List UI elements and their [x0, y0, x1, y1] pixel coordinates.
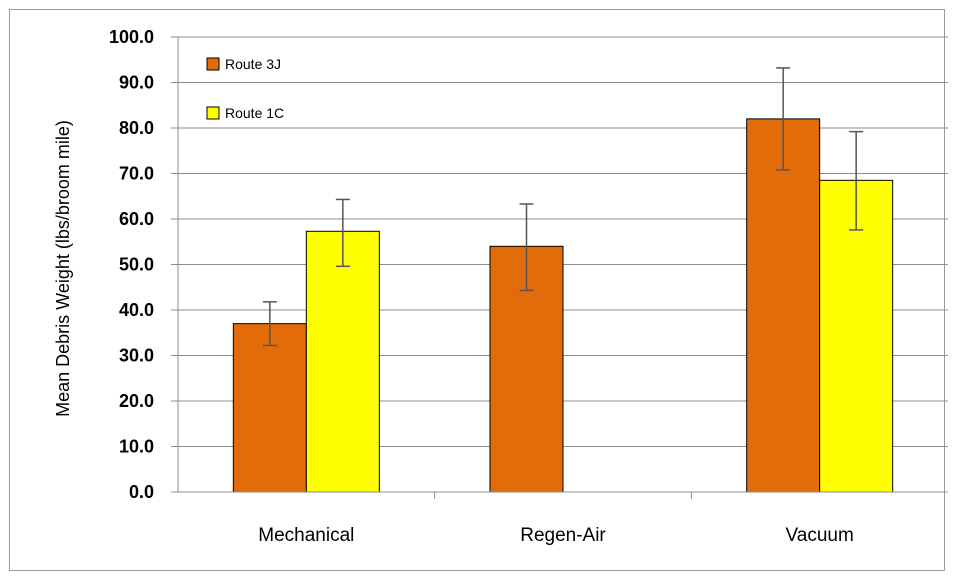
y-tick-label: 70.0 [119, 164, 154, 184]
error-bars [262, 67, 864, 347]
bar [746, 118, 821, 493]
y-tick-labels: 0.0 10.0 20.0 30.0 40.0 50.0 60.0 70.0 80.0 90.0 1… [109, 27, 154, 502]
legend: Route 3J Route 1C [206, 56, 284, 121]
y-tick-label: 90.0 [119, 73, 154, 93]
y-tick-label: 60.0 [119, 209, 154, 229]
legend-swatch [206, 106, 220, 120]
x-tick-label: Mechanical [258, 525, 354, 546]
legend-swatch [206, 57, 220, 71]
y-tick-label: 30.0 [119, 346, 154, 366]
legend-label: Route 3J [225, 56, 281, 72]
y-tick-label: 100.0 [109, 27, 154, 47]
bar [305, 230, 380, 493]
x-tick-label: Regen-Air [520, 525, 606, 546]
y-axis-label: Mean Debris Weight (lbs/broom mile) [53, 120, 73, 417]
bars [232, 118, 894, 493]
y-tick-label: 80.0 [119, 118, 154, 138]
y-tick-label: 20.0 [119, 391, 154, 411]
legend-label: Route 1C [225, 105, 284, 121]
y-tick-label: 0.0 [129, 482, 154, 502]
y-tick-label: 50.0 [119, 255, 154, 275]
axes [177, 37, 948, 499]
x-tick-labels: Mechanical Regen-Air Vacuum [258, 525, 854, 546]
y-tick-label: 10.0 [119, 437, 154, 457]
bar [819, 179, 894, 493]
bar [232, 323, 307, 493]
y-tick-label: 40.0 [119, 300, 154, 320]
x-tick-label: Vacuum [786, 525, 854, 546]
